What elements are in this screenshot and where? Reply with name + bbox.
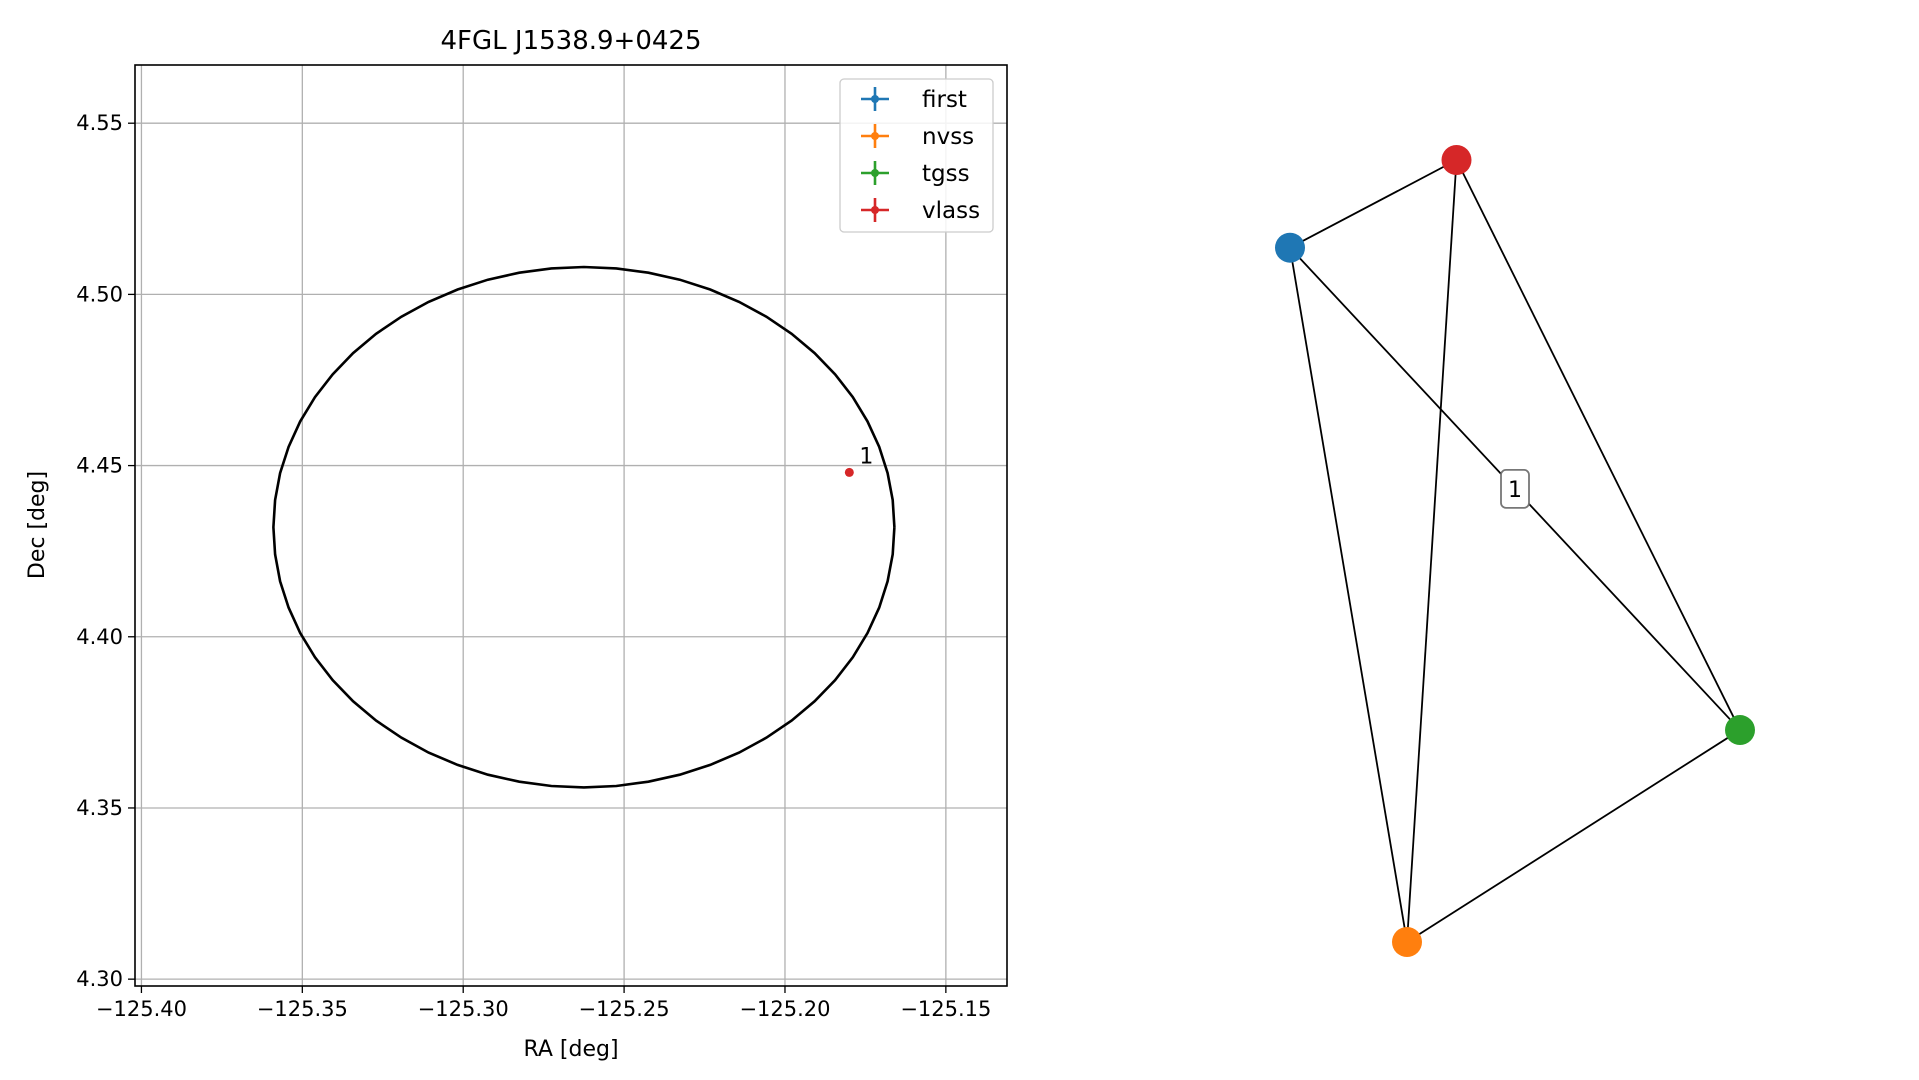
x-tick-label: −125.40: [96, 997, 187, 1021]
legend-label-first: first: [922, 87, 967, 113]
first-legend-marker: [871, 95, 879, 103]
tgss-legend-marker: [871, 169, 879, 177]
legend-label-vlass: vlass: [922, 198, 980, 224]
network-nodes: [1275, 145, 1755, 957]
vlass-point: [844, 467, 854, 477]
y-tick-label: 4.40: [76, 625, 123, 649]
x-tick-label: −125.30: [418, 997, 509, 1021]
ellipse-outline: [272, 265, 896, 789]
axis-ticks: −125.40 −125.35 −125.30 −125.25 −125.20 −125.…: [76, 111, 991, 1021]
y-tick-label: 4.45: [76, 454, 123, 478]
y-axis-label: Dec [deg]: [25, 471, 50, 579]
edge-nvss-tgss: [1406, 729, 1741, 943]
nvss-legend-marker: [871, 132, 879, 140]
y-tick-label: 4.35: [76, 796, 123, 820]
network-panel: 1: [1275, 145, 1755, 957]
network-edges: [1289, 159, 1741, 943]
node-vlass: [1441, 145, 1472, 175]
edge-vlass-tgss: [1455, 159, 1741, 731]
legend-label-nvss: nvss: [922, 124, 974, 150]
edge-first-nvss: [1289, 247, 1408, 943]
grid-lines: [135, 65, 1007, 986]
legend-box: [839, 78, 994, 233]
edge-vlass-nvss: [1406, 159, 1458, 943]
scatter-panel: 1 −125.40 −125.35 −125.30 −125.25 −125.20 −12…: [25, 26, 1008, 1062]
edge-first-vlass: [1289, 159, 1457, 249]
x-axis-label: RA [deg]: [523, 1037, 618, 1062]
y-tick-label: 4.50: [76, 282, 123, 306]
edge-label-box: [1500, 468, 1530, 509]
x-tick-label: −125.35: [257, 997, 348, 1021]
x-tick-label: −125.25: [579, 997, 670, 1021]
edge-label: 1: [1508, 478, 1522, 503]
source-points: 1: [844, 444, 873, 477]
network-edge-labels: 1: [1500, 468, 1530, 509]
y-tick-label: 4.55: [76, 111, 123, 135]
chart-title: 4FGL J1538.9+0425: [441, 26, 702, 56]
x-tick-label: −125.15: [900, 997, 991, 1021]
legend: first nvss tgss vlass: [839, 78, 994, 233]
node-first: [1275, 232, 1305, 263]
vlass-legend-marker: [871, 206, 879, 214]
legend-label-tgss: tgss: [922, 161, 970, 187]
y-tick-label: 4.30: [76, 967, 123, 991]
node-nvss: [1392, 927, 1422, 957]
node-tgss: [1725, 715, 1755, 746]
uncertainty-ellipse: [272, 265, 896, 789]
point-annotation: 1: [859, 444, 873, 469]
scatter-axes-frame: [134, 64, 1008, 987]
x-tick-label: −125.20: [739, 997, 830, 1021]
